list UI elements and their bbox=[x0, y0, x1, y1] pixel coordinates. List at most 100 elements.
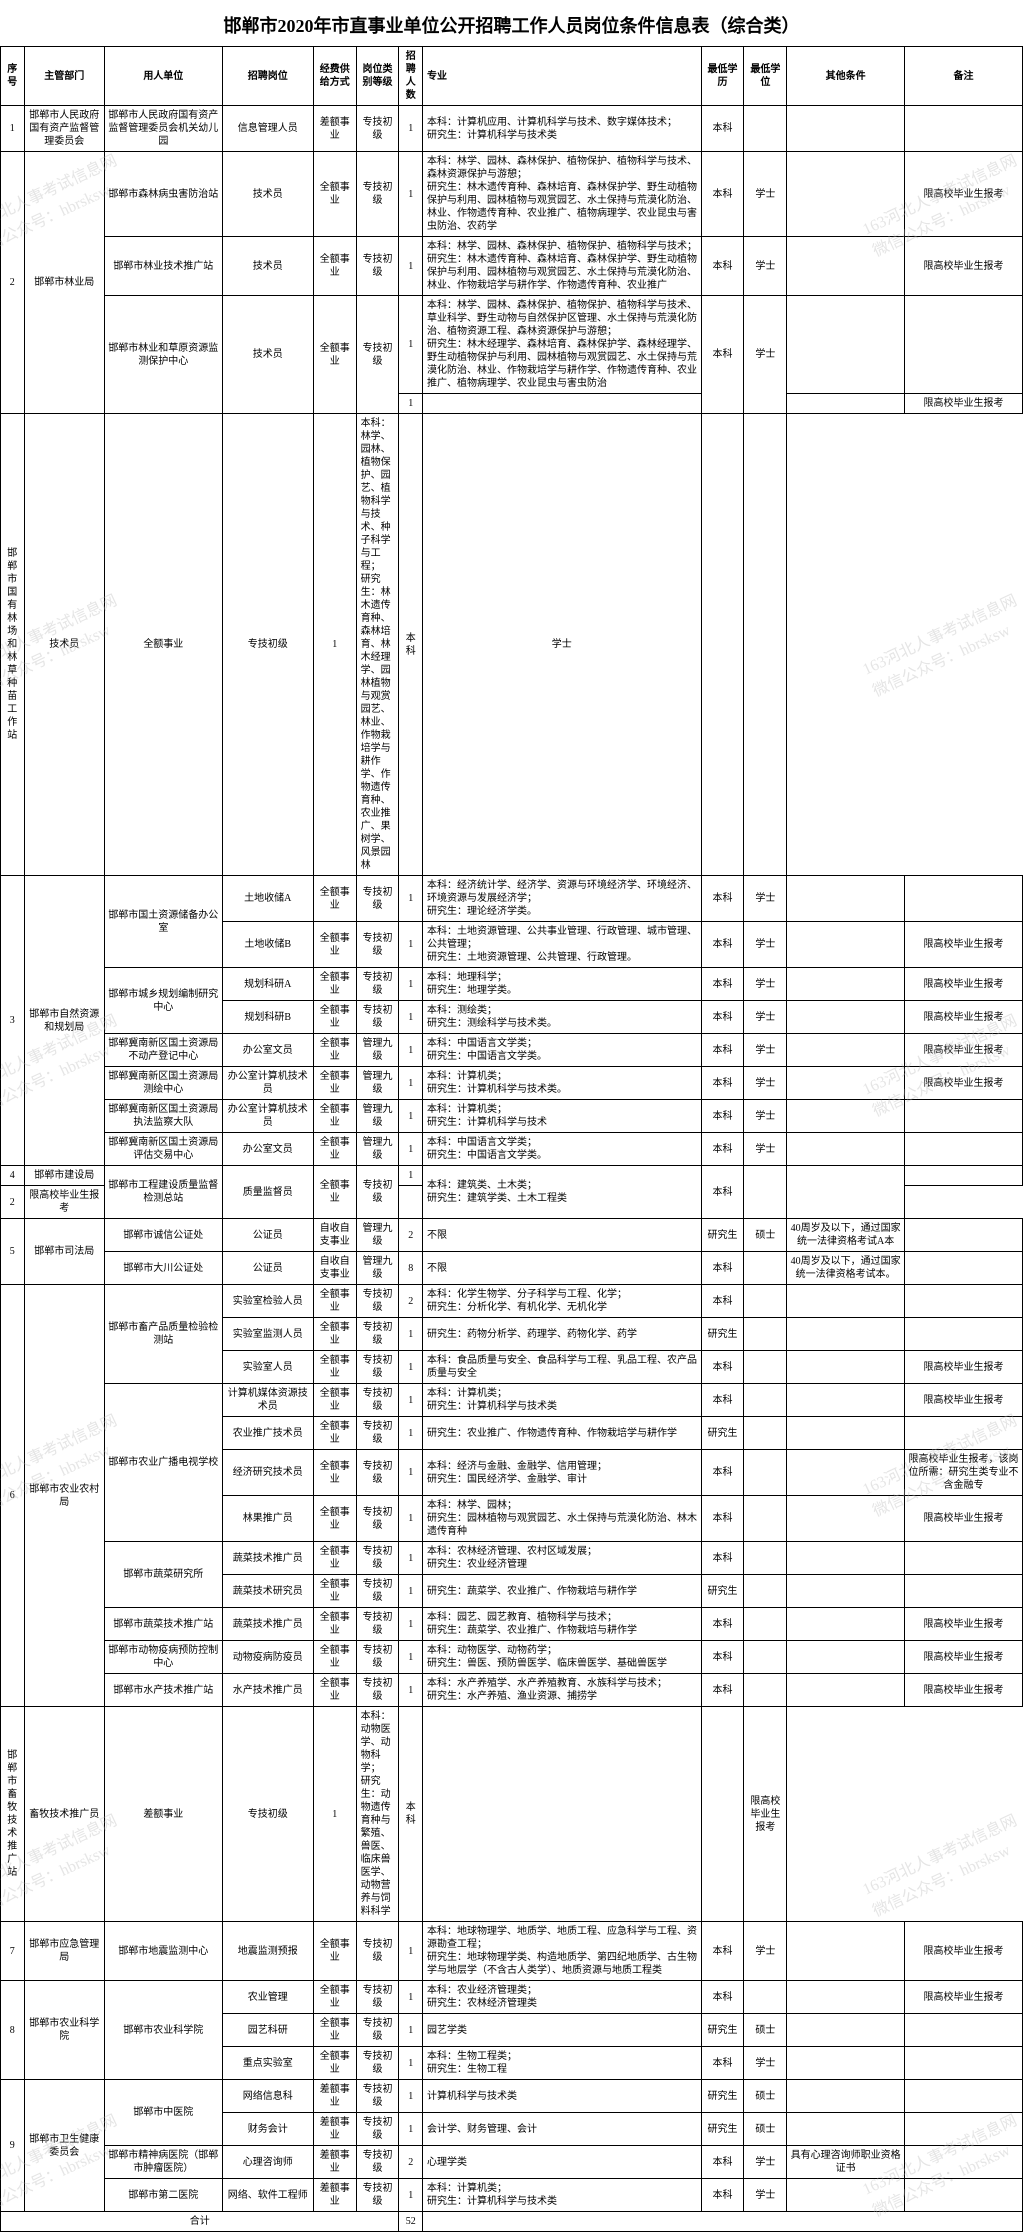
cell-other bbox=[701, 1707, 744, 1922]
cell-funding: 全额事业 bbox=[313, 296, 356, 414]
cell-major: 不限 bbox=[423, 1252, 702, 1285]
cell-count: 1 bbox=[399, 1384, 423, 1417]
cell-funding: 全额事业 bbox=[313, 1575, 356, 1608]
cell-position: 土地收储B bbox=[222, 922, 313, 968]
cell-level: 专技初级 bbox=[356, 1384, 399, 1417]
cell-degree: 硕士 bbox=[744, 2014, 787, 2047]
cell-funding: 全额事业 bbox=[313, 2047, 356, 2080]
cell-position: 信息管理人员 bbox=[222, 106, 313, 152]
cell-level: 管理九级 bbox=[356, 1133, 399, 1166]
cell-count: 1 bbox=[399, 1351, 423, 1384]
cell-major: 本科：土地资源管理、公共事业管理、行政管理、城市管理、公共管理； 研究生：土地资… bbox=[423, 922, 702, 968]
cell-degree bbox=[744, 1450, 787, 1496]
cell-funding: 全额事业 bbox=[313, 1133, 356, 1166]
cell-remark bbox=[905, 1219, 1023, 1252]
cell-other bbox=[787, 394, 905, 414]
table-row: 邯郸市林业技术推广站技术员全额事业专技初级1本科：林学、园林、森林保护、植物保护… bbox=[1, 237, 1023, 296]
cell-degree bbox=[744, 106, 787, 152]
table-row: 邯郸市国有林场和林草种苗工作站技术员全额事业专技初级1本科：林学、园林、植物保护… bbox=[1, 414, 1023, 876]
page-title: 邯郸市2020年市直事业单位公开招聘工作人员岗位条件信息表（综合类） bbox=[0, 0, 1023, 46]
cell-funding: 全额事业 bbox=[313, 1922, 356, 1981]
cell-other bbox=[787, 1674, 905, 1707]
cell-remark: 限高校毕业生报考 bbox=[905, 1922, 1023, 1981]
cell-level: 专技初级 bbox=[356, 1496, 399, 1542]
cell-remark bbox=[905, 1318, 1023, 1351]
cell-position: 技术员 bbox=[24, 414, 104, 876]
cell-degree bbox=[744, 1674, 787, 1707]
cell-unit: 邯郸市农业科学院 bbox=[104, 1981, 222, 2080]
cell-other bbox=[787, 1285, 905, 1318]
th-level: 岗位类别等级 bbox=[356, 47, 399, 106]
cell-edu: 本科 bbox=[701, 1674, 744, 1707]
cell-dept: 邯郸市自然资源和规划局 bbox=[24, 876, 104, 1166]
cell-level: 专技初级 bbox=[356, 1318, 399, 1351]
cell-funding: 全额事业 bbox=[313, 1166, 356, 1219]
cell-remark bbox=[905, 1542, 1023, 1575]
cell-funding: 全额事业 bbox=[313, 1384, 356, 1417]
cell-remark: 限高校毕业生报考 bbox=[905, 1001, 1023, 1034]
footer-label: 合计 bbox=[1, 2212, 399, 2232]
cell-edu: 本科 bbox=[701, 1067, 744, 1100]
cell-position: 规划科研B bbox=[222, 1001, 313, 1034]
cell-funding: 全额事业 bbox=[104, 414, 222, 876]
table-row: 6邯郸市农业农村局邯郸市畜产品质量检验检测站实验室检验人员全额事业专技初级2本科… bbox=[1, 1285, 1023, 1318]
cell-funding: 全额事业 bbox=[313, 1067, 356, 1100]
cell-edu: 本科 bbox=[701, 1384, 744, 1417]
cell-degree bbox=[744, 1351, 787, 1384]
cell-other: 40周岁及以下，通过国家统一法律资格考试本。 bbox=[787, 1252, 905, 1285]
table-row: 5邯郸市司法局邯郸市诚信公证处公证员自收自支事业管理九级2不限研究生硕士40周岁… bbox=[1, 1219, 1023, 1252]
cell-dept: 邯郸市建设局 bbox=[24, 1166, 104, 1186]
cell-other bbox=[787, 1575, 905, 1608]
cell-degree: 学士 bbox=[744, 968, 787, 1001]
cell-degree bbox=[744, 1981, 787, 2014]
cell-seq: 1 bbox=[1, 106, 25, 152]
cell-unit: 邯郸市地震监测中心 bbox=[104, 1922, 222, 1981]
cell-edu: 研究生 bbox=[701, 1417, 744, 1450]
table-row: 邯郸市动物疫病预防控制中心动物疫病防疫员全额事业专技初级1本科：动物医学、动物药… bbox=[1, 1641, 1023, 1674]
table-row: 邯郸市农业广播电视学校计算机媒体资源技术员全额事业专技初级1本科：计算机类； 研… bbox=[1, 1384, 1023, 1417]
cell-remark bbox=[905, 1166, 1023, 1186]
cell-dept: 邯郸市农业科学院 bbox=[24, 1981, 104, 2080]
cell-degree: 学士 bbox=[744, 152, 787, 237]
cell-major: 本科：计算机类； 研究生：计算机科学与技术类。 bbox=[423, 1067, 702, 1100]
cell-other bbox=[787, 1450, 905, 1496]
cell-other: 40周岁及以下，通过国家统一法律资格考试A本 bbox=[787, 1219, 905, 1252]
cell-seq: 7 bbox=[1, 1922, 25, 1981]
cell-dept: 邯郸市司法局 bbox=[24, 1219, 104, 1285]
cell-remark: 限高校毕业生报考，该岗位所需：研究生类专业不含金融专 bbox=[905, 1450, 1023, 1496]
cell-degree: 学士 bbox=[744, 1100, 787, 1133]
cell-unit: 邯郸市国土资源储备办公室 bbox=[104, 876, 222, 968]
table-row: 邯郸市蔬菜研究所蔬菜技术推广员全额事业专技初级1本科：农林经济管理、农村区域发展… bbox=[1, 1542, 1023, 1575]
cell-level: 专技初级 bbox=[356, 1641, 399, 1674]
cell-unit: 邯郸市蔬菜研究所 bbox=[104, 1542, 222, 1608]
cell-major: 本科：食品质量与安全、食品科学与工程、乳品工程、农产品质量与安全 bbox=[423, 1351, 702, 1384]
th-major: 专业 bbox=[423, 47, 702, 106]
cell-edu: 本科 bbox=[701, 1166, 744, 1219]
cell-remark: 限高校毕业生报考 bbox=[905, 1981, 1023, 2014]
table-row: 邯郸市大川公证处公证员自收自支事业管理九级8不限本科40周岁及以下，通过国家统一… bbox=[1, 1252, 1023, 1285]
cell-seq: 2 bbox=[1, 152, 25, 414]
cell-seq: 5 bbox=[1, 1219, 25, 1285]
cell-position: 蔬菜技术推广员 bbox=[222, 1542, 313, 1575]
cell-major: 本科：地理科学； 研究生：地理学类。 bbox=[423, 968, 702, 1001]
cell-count: 1 bbox=[399, 1674, 423, 1707]
cell-degree: 学士 bbox=[744, 876, 787, 922]
cell-edu: 本科 bbox=[701, 876, 744, 922]
cell-edu: 本科 bbox=[701, 1034, 744, 1067]
cell-other bbox=[787, 1542, 905, 1575]
cell-seq: 4 bbox=[1, 1166, 25, 1186]
cell-other bbox=[787, 1608, 905, 1641]
cell-remark bbox=[905, 106, 1023, 152]
cell-funding: 全额事业 bbox=[313, 922, 356, 968]
cell-remark: 限高校毕业生报考 bbox=[905, 394, 1023, 414]
cell-degree bbox=[744, 1285, 787, 1318]
cell-major bbox=[423, 394, 702, 414]
table-row: 邯郸市林业和草原资源监测保护中心技术员全额事业专技初级1本科：林学、园林、森林保… bbox=[1, 296, 1023, 394]
cell-remark: 限高校毕业生报考 bbox=[905, 968, 1023, 1001]
cell-level: 专技初级 bbox=[356, 1981, 399, 2014]
cell-count: 1 bbox=[399, 1542, 423, 1575]
cell-major: 本科：计算机类； 研究生：计算机科学与技术 bbox=[423, 1100, 702, 1133]
cell-count: 1 bbox=[399, 152, 423, 237]
cell-unit: 邯郸市诚信公证处 bbox=[104, 1219, 222, 1252]
cell-unit: 邯郸市森林病虫害防治站 bbox=[104, 152, 222, 237]
